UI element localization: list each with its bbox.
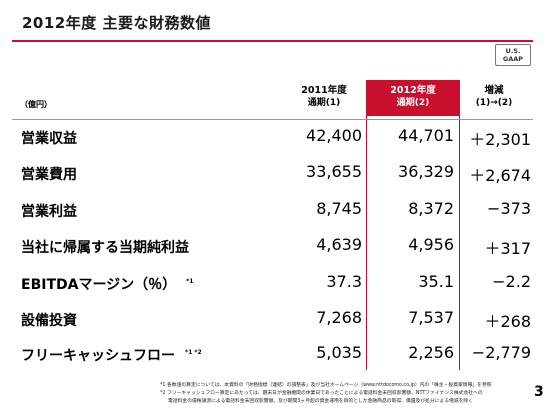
column-header-line1: 2012年度 xyxy=(390,85,436,96)
row-label: 当社に帰属する当期純利益 xyxy=(21,237,199,257)
column-header-line1: 2011年度 xyxy=(301,85,347,96)
column-header-fy2011: 2011年度 通期(1) xyxy=(279,84,369,110)
value-fy2011: 7,268 xyxy=(316,308,362,327)
footnote-2: *2 フリーキャッシュフロー算定にあたっては、期末日が金融機関の休業日であったこ… xyxy=(160,391,483,396)
value-change: ＋2,674 xyxy=(469,166,531,185)
column-header-fy2012: 2012年度 通期(2) xyxy=(368,84,458,110)
column-header-line1: 増減 xyxy=(484,85,504,96)
row-footnote-mark: *1 *2 xyxy=(185,349,202,356)
value-fy2012: 7,537 xyxy=(408,308,454,327)
row-label: 営業費用 xyxy=(21,164,87,184)
footnote-1: *1 各数値の算定については、本資料の「財務指標（連結）の調整表」及び当社ホーム… xyxy=(160,383,492,388)
row-label-text: EBITDAマージン（％） xyxy=(21,277,177,293)
table-row: EBITDAマージン（％） *1 37.3 35.1 −2.2 xyxy=(0,272,550,296)
badge-line-2: GAAP xyxy=(502,55,524,63)
value-fy2011: 33,655 xyxy=(306,162,362,181)
value-fy2012: 44,701 xyxy=(398,126,454,145)
unit-label: （億円） xyxy=(20,100,52,109)
value-fy2012: 4,956 xyxy=(408,235,454,254)
table-row: 営業収益 42,400 44,701 ＋2,301 xyxy=(0,126,550,150)
row-label: EBITDAマージン（％） *1 xyxy=(21,274,193,294)
page-title: 2012年度 主要な財務数値 xyxy=(22,14,211,32)
column-header-change: 増減 (1)→(2) xyxy=(449,84,539,110)
title-underline xyxy=(12,40,533,42)
table-row: 設備投資 7,268 7,537 ＋268 xyxy=(0,308,550,332)
value-fy2011: 8,745 xyxy=(316,199,362,218)
table-row: 営業費用 33,655 36,329 ＋2,674 xyxy=(0,162,550,186)
value-fy2011: 5,035 xyxy=(316,343,362,362)
value-fy2012: 36,329 xyxy=(398,162,454,181)
column-header-line2: (1)→(2) xyxy=(475,98,513,108)
value-change: −2,779 xyxy=(471,343,531,362)
value-change: ＋317 xyxy=(484,239,531,258)
us-gaap-badge: U.S. GAAP xyxy=(495,44,531,66)
row-label: フリーキャッシュフロー *1 *2 xyxy=(21,345,202,365)
value-fy2011: 37.3 xyxy=(326,272,362,291)
column-header-line2: 通期(1) xyxy=(307,98,341,108)
table-row: 当社に帰属する当期純利益 4,639 4,956 ＋317 xyxy=(0,235,550,259)
value-change: ＋268 xyxy=(484,312,531,331)
footnote-2-continued: 電話料金の債権譲渡による電話料金未回収影響額、及び期間3ヶ月超の資金運用を目的と… xyxy=(168,399,473,404)
value-change: ＋2,301 xyxy=(469,130,531,149)
table-row: フリーキャッシュフロー *1 *2 5,035 2,256 −2,779 xyxy=(0,343,550,367)
header-divider xyxy=(12,119,533,120)
highlight-column-frame xyxy=(366,80,460,370)
row-label-text: 営業利益 xyxy=(21,204,77,220)
row-label: 営業利益 xyxy=(21,201,87,221)
value-fy2011: 4,639 xyxy=(316,235,362,254)
table-row: 営業利益 8,745 8,372 −373 xyxy=(0,199,550,223)
row-label-text: フリーキャッシュフロー xyxy=(21,348,175,364)
value-change: −2.2 xyxy=(492,272,531,291)
row-label-text: 設備投資 xyxy=(21,313,77,329)
column-header-line2: 通期(2) xyxy=(396,98,430,108)
value-fy2012: 35.1 xyxy=(418,272,454,291)
row-label: 営業収益 xyxy=(21,128,87,148)
row-footnote-mark: *1 xyxy=(186,278,194,285)
highlight-column-header-bg xyxy=(366,80,460,116)
row-label: 設備投資 xyxy=(21,310,87,330)
row-label-text: 営業収益 xyxy=(21,131,77,147)
page-number: 3 xyxy=(534,384,544,400)
row-label-text: 当社に帰属する当期純利益 xyxy=(21,240,189,256)
row-label-text: 営業費用 xyxy=(21,167,77,183)
value-fy2012: 2,256 xyxy=(408,343,454,362)
value-fy2011: 42,400 xyxy=(306,126,362,145)
value-change: −373 xyxy=(487,199,531,218)
value-fy2012: 8,372 xyxy=(408,199,454,218)
footnotes: *1 各数値の算定については、本資料の「財務指標（連結）の調整表」及び当社ホーム… xyxy=(160,382,492,406)
badge-line-1: U.S. xyxy=(505,47,521,55)
